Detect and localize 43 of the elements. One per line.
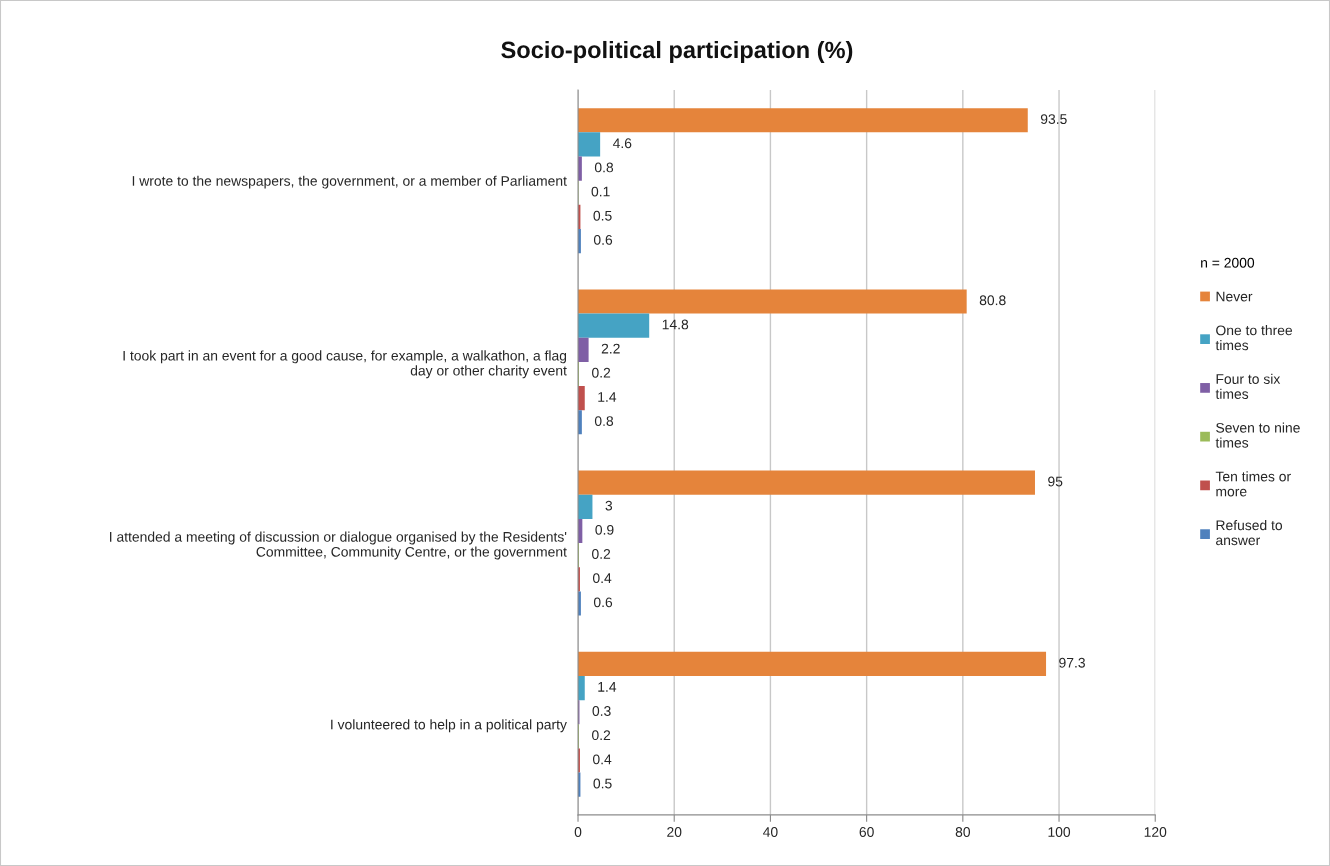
x-tick-label: 40 xyxy=(763,827,778,837)
data-label: 0.4 xyxy=(592,754,612,765)
x-tick-label: 60 xyxy=(859,827,874,837)
data-label: 0.8 xyxy=(594,162,614,173)
data-label: 0.5 xyxy=(593,210,612,221)
data-label: 0.8 xyxy=(594,416,614,427)
data-label: 1.4 xyxy=(598,682,617,692)
legend-label: Refused to answer xyxy=(1216,520,1283,546)
y-tick-label: I volunteered to help in a political party xyxy=(331,719,567,733)
x-tick-label: 20 xyxy=(667,827,682,837)
data-label: 3 xyxy=(605,500,613,511)
data-label: 0.1 xyxy=(591,186,610,197)
data-label: 2.2 xyxy=(601,343,620,354)
data-label: 95 xyxy=(1048,476,1063,487)
y-tick-label: I attended a meeting of discussion or dialogue organised by the Residents' Committee, Community Centre, or the government xyxy=(110,531,567,560)
data-label: 4.6 xyxy=(612,138,632,149)
legend-label: One to three times xyxy=(1215,325,1293,351)
data-label: 0.6 xyxy=(593,597,613,608)
data-label: 0.2 xyxy=(592,730,611,741)
data-label: 0.3 xyxy=(592,706,611,716)
data-label: 97.3 xyxy=(1059,657,1085,668)
data-label: 0.2 xyxy=(592,367,611,378)
data-label: 0.2 xyxy=(592,549,611,559)
legend-label: Never xyxy=(1216,291,1253,302)
x-tick-label: 80 xyxy=(955,827,971,837)
x-tick-label: 100 xyxy=(1048,827,1071,837)
x-tick-label: 0 xyxy=(574,827,582,837)
x-tick-label: 120 xyxy=(1144,827,1167,837)
data-label: 0.6 xyxy=(593,234,613,245)
chart-title: Socio-political participation (%) xyxy=(501,40,853,63)
y-tick-label: I wrote to the newspapers, the government, or a member of Parliament xyxy=(132,175,567,189)
data-label: 80.8 xyxy=(979,295,1006,306)
data-label: 1.4 xyxy=(598,392,617,402)
legend-title: n = 2000 xyxy=(1201,257,1255,268)
y-tick-label: I took part in an event for a good cause, for example, a walkathon, a flag day or other charity event xyxy=(123,350,567,379)
data-label: 0.4 xyxy=(592,573,612,584)
data-label: 14.8 xyxy=(662,319,689,330)
legend-label: Four to six times xyxy=(1215,373,1281,399)
legend-label: Ten times or more xyxy=(1215,471,1291,497)
data-label: 93.5 xyxy=(1040,114,1067,124)
data-label: 0.5 xyxy=(593,778,612,789)
data-label: 0.9 xyxy=(595,524,614,535)
legend-label: Seven to nine times xyxy=(1215,422,1300,448)
